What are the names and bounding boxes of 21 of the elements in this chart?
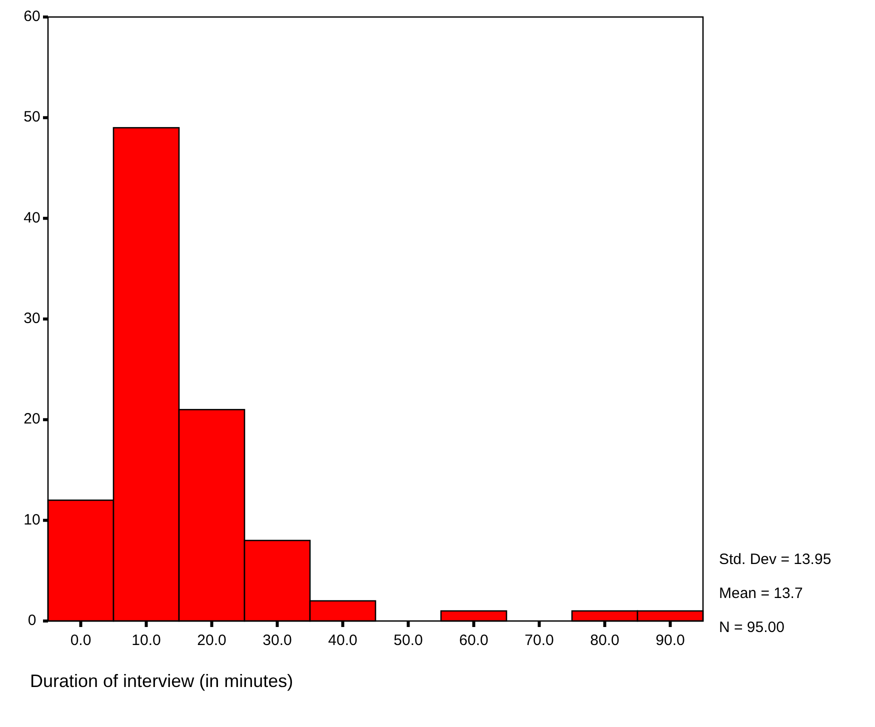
y-tick-label: 40 [24, 209, 40, 226]
text: Mean = 13.7 [719, 584, 803, 602]
y-tick-label: 30 [24, 310, 40, 327]
x-tick-label: 10.0 [132, 632, 161, 649]
y-tick-label: 20 [24, 410, 40, 428]
x-tick-label: 60.0 [459, 632, 488, 649]
y-tick-label: 60 [24, 8, 40, 25]
text: N = 95.00 [719, 618, 784, 636]
x-tick-label: 70.0 [524, 632, 554, 649]
x-tick-label: 20.0 [197, 632, 226, 649]
x-axis-title: Duration of interview (in minutes) [30, 670, 294, 691]
y-tick-label: 50 [24, 108, 40, 126]
text: Std. Dev = 13.95 [719, 550, 832, 568]
x-tick-label: 40.0 [328, 632, 358, 649]
x-tick-label: 80.0 [590, 632, 620, 649]
y-tick-label: 10 [24, 511, 40, 528]
y-tick-label: 0 [28, 612, 36, 629]
x-tick-label: 30.0 [262, 632, 292, 649]
x-tick-label: 90.0 [656, 632, 685, 649]
x-tick-label: 50.0 [394, 632, 423, 649]
x-tick-label: 0.0 [70, 632, 92, 649]
